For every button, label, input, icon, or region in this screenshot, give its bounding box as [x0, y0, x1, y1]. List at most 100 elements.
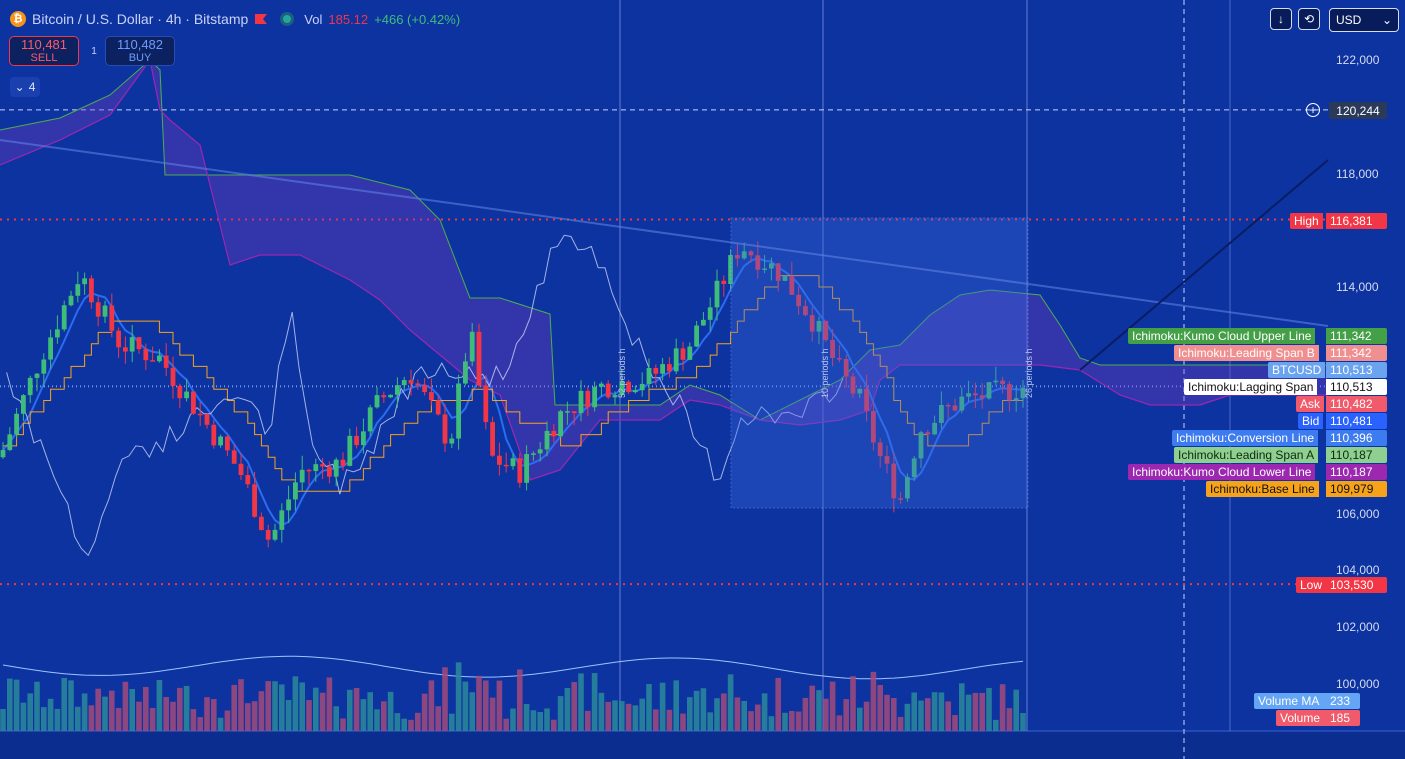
volume-bar	[795, 711, 802, 731]
symbol-title[interactable]: Bitcoin / U.S. Dollar · 4h · Bitstamp	[32, 11, 249, 27]
leading-span-a-label: Ichimoku:Leading Span A	[1174, 447, 1319, 463]
volume-bar	[258, 691, 265, 731]
candle-body	[966, 393, 971, 397]
kumo-upper-value: 111,342	[1326, 328, 1387, 344]
volume-bar	[612, 700, 618, 731]
candle-body	[531, 453, 536, 455]
volume-bar	[353, 688, 360, 731]
candle-body	[639, 383, 645, 391]
buy-label: BUY	[128, 52, 152, 64]
volume-bar	[483, 680, 489, 731]
candle-body	[517, 458, 523, 483]
volume-bar	[122, 681, 129, 731]
base-line-label: Ichimoku:Base Line	[1206, 481, 1319, 497]
arrow-down-button[interactable]: ↓	[1270, 8, 1292, 30]
volume-bar	[510, 708, 516, 731]
candle-body	[327, 466, 332, 477]
volume-bar	[401, 718, 407, 731]
volume-bar	[279, 684, 285, 731]
currency-select[interactable]: USD ⌄	[1329, 8, 1399, 32]
volume-value: 185.12	[328, 11, 369, 27]
volume-bar	[564, 688, 571, 731]
candle-body	[599, 383, 604, 387]
chart-overlays	[0, 139, 1329, 509]
volume-bar	[632, 705, 639, 731]
candle-body	[680, 348, 686, 360]
candle-body	[259, 516, 264, 531]
candle-body	[211, 424, 217, 446]
candle-body	[911, 458, 917, 478]
candle-body	[197, 413, 203, 416]
sell-price: 110,481	[20, 37, 68, 52]
candle-body	[401, 380, 407, 386]
period-note: 26 periods h	[1024, 348, 1034, 398]
candle-body	[830, 340, 835, 358]
candle-body	[82, 278, 87, 285]
volume-bar	[782, 712, 788, 731]
indicators-toggle-button[interactable]: ⌄ 4	[10, 77, 40, 97]
volume-bar	[13, 679, 20, 731]
candle-body	[993, 380, 999, 383]
candle-body	[347, 435, 353, 466]
candle-body	[306, 469, 312, 472]
candle-body	[48, 337, 53, 360]
candle-body	[735, 255, 740, 259]
candle-body	[871, 410, 876, 443]
volume-bar	[319, 692, 326, 731]
candle-body	[877, 442, 883, 457]
candle-body	[857, 388, 863, 394]
candle-body	[973, 393, 978, 396]
candle-body	[762, 268, 767, 271]
volume-bar	[455, 662, 462, 731]
candle-body	[163, 355, 169, 368]
candle-body	[286, 499, 291, 511]
volume-bar	[20, 702, 27, 731]
volume-bar	[285, 699, 292, 731]
add-alert-icon[interactable]: +	[1306, 103, 1320, 117]
axis-tick: 118,000	[1336, 167, 1379, 181]
candle-body	[714, 280, 720, 308]
volume-bar	[0, 709, 6, 731]
candle-body	[803, 306, 808, 316]
leading-span-a-value: 110,187	[1326, 447, 1387, 463]
candle-body	[585, 390, 591, 408]
bid-label: Bid	[1298, 413, 1324, 429]
volume-bar	[836, 715, 843, 731]
volume-bar	[88, 705, 95, 731]
date-range-box	[730, 217, 1029, 509]
market-status-icon[interactable]	[280, 12, 295, 26]
volume-bar	[646, 684, 652, 731]
volume-bar	[231, 684, 237, 731]
low-value: 103,530	[1326, 577, 1387, 593]
indicators-count: 4	[28, 80, 36, 94]
volume-bar	[251, 701, 258, 731]
candle-body	[578, 390, 584, 414]
volume-bar	[54, 708, 61, 731]
candle-body	[354, 435, 359, 446]
volume-bar	[537, 712, 543, 731]
kumo-upper-label: Ichimoku:Kumo Cloud Upper Line	[1128, 328, 1316, 344]
volume-bar	[755, 704, 761, 731]
volume-bar	[68, 680, 74, 731]
volume-bar	[360, 699, 367, 731]
volume-bar	[170, 701, 176, 731]
candle-body	[741, 251, 747, 259]
sell-button[interactable]: 110,481 SELL	[9, 36, 79, 66]
ask-value: 110,482	[1326, 396, 1387, 412]
candle-body	[293, 482, 298, 500]
candle-body	[388, 394, 393, 398]
flag-icon[interactable]	[254, 13, 268, 25]
candle-body	[449, 438, 455, 444]
buy-button[interactable]: 110,482 BUY	[105, 36, 175, 66]
candle-body	[238, 463, 244, 476]
volume-bar	[591, 673, 598, 731]
candle-body	[150, 360, 155, 362]
volume-bar	[911, 692, 917, 731]
candle-body	[170, 367, 176, 386]
candle-body	[551, 430, 557, 437]
volume-bar	[75, 706, 81, 731]
volume-bar	[517, 669, 523, 731]
replay-button[interactable]: ⟲	[1298, 8, 1320, 30]
volume-bar	[136, 701, 142, 731]
